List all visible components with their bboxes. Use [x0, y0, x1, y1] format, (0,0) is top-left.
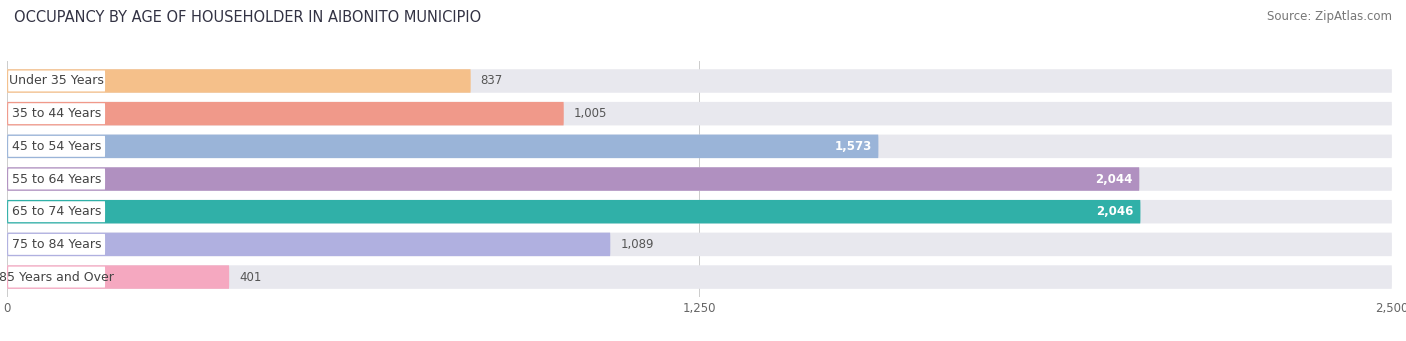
Text: 1,089: 1,089: [620, 238, 654, 251]
Text: Under 35 Years: Under 35 Years: [10, 74, 104, 88]
FancyBboxPatch shape: [8, 267, 105, 287]
FancyBboxPatch shape: [7, 135, 1392, 158]
Text: 45 to 54 Years: 45 to 54 Years: [11, 140, 101, 153]
FancyBboxPatch shape: [7, 167, 1392, 191]
FancyBboxPatch shape: [7, 200, 1392, 223]
Text: 65 to 74 Years: 65 to 74 Years: [11, 205, 101, 218]
FancyBboxPatch shape: [8, 168, 105, 190]
Text: OCCUPANCY BY AGE OF HOUSEHOLDER IN AIBONITO MUNICIPIO: OCCUPANCY BY AGE OF HOUSEHOLDER IN AIBON…: [14, 10, 481, 25]
Text: 75 to 84 Years: 75 to 84 Years: [11, 238, 101, 251]
FancyBboxPatch shape: [8, 201, 105, 222]
FancyBboxPatch shape: [7, 265, 229, 289]
FancyBboxPatch shape: [8, 234, 105, 255]
FancyBboxPatch shape: [7, 265, 1392, 289]
FancyBboxPatch shape: [7, 233, 610, 256]
FancyBboxPatch shape: [7, 69, 1392, 93]
Text: 2,046: 2,046: [1097, 205, 1133, 218]
FancyBboxPatch shape: [7, 102, 564, 125]
FancyBboxPatch shape: [7, 200, 1140, 223]
Text: 401: 401: [239, 270, 262, 284]
FancyBboxPatch shape: [8, 103, 105, 124]
Text: 2,044: 2,044: [1095, 173, 1133, 186]
Text: 35 to 44 Years: 35 to 44 Years: [13, 107, 101, 120]
FancyBboxPatch shape: [8, 136, 105, 157]
FancyBboxPatch shape: [8, 71, 105, 91]
FancyBboxPatch shape: [7, 233, 1392, 256]
FancyBboxPatch shape: [7, 102, 1392, 125]
Text: 85 Years and Over: 85 Years and Over: [0, 270, 114, 284]
FancyBboxPatch shape: [7, 69, 471, 93]
Text: 55 to 64 Years: 55 to 64 Years: [11, 173, 101, 186]
FancyBboxPatch shape: [7, 167, 1139, 191]
FancyBboxPatch shape: [7, 135, 879, 158]
Text: 837: 837: [481, 74, 503, 88]
Text: 1,573: 1,573: [835, 140, 872, 153]
Text: Source: ZipAtlas.com: Source: ZipAtlas.com: [1267, 10, 1392, 23]
Text: 1,005: 1,005: [574, 107, 607, 120]
